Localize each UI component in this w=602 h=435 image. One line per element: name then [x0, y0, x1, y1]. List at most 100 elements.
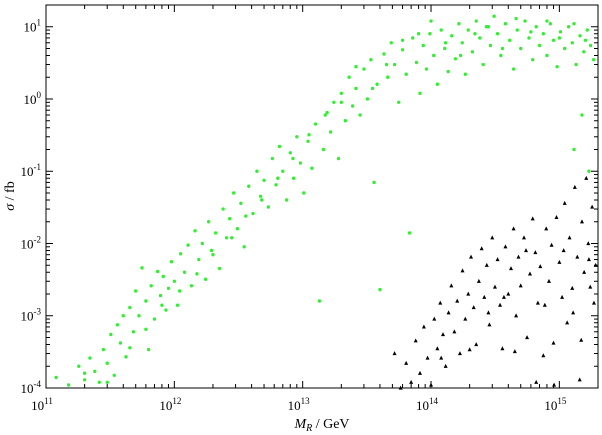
data-point-circle: [182, 270, 187, 274]
data-point-circle: [231, 191, 236, 195]
data-point-circle: [343, 119, 348, 123]
data-point-circle: [515, 28, 519, 32]
data-point-circle: [474, 19, 478, 23]
data-point-triangle: [439, 355, 444, 360]
data-point-triangle: [565, 320, 570, 325]
data-point-circle: [144, 299, 148, 303]
data-point-circle: [492, 14, 496, 18]
data-point-circle: [224, 236, 229, 240]
data-point-circle: [307, 133, 311, 137]
data-point-circle: [478, 36, 482, 40]
data-point-circle: [350, 104, 355, 108]
data-point-circle: [566, 25, 571, 29]
data-point-circle: [105, 380, 109, 384]
data-point-triangle: [544, 226, 549, 231]
data-point-circle: [460, 41, 464, 45]
data-point-circle: [172, 279, 177, 283]
data-point-circle: [407, 231, 412, 235]
data-point-circle: [270, 156, 275, 161]
data-point-circle: [435, 82, 440, 86]
y-tick-labels: 10-4 10-3 10-2 10-1 100 101: [21, 18, 42, 396]
data-point-triangle: [471, 305, 476, 310]
x-tick-label: 1013: [288, 396, 311, 413]
data-point-circle: [488, 43, 493, 48]
data-point-triangle: [506, 291, 511, 296]
data-point-circle: [276, 176, 280, 180]
data-point-circle: [166, 286, 171, 290]
data-point-circle: [466, 28, 470, 32]
data-point-circle: [339, 100, 344, 105]
data-point-triangle: [409, 379, 414, 384]
data-point-circle: [332, 100, 336, 105]
y-tick-label: 10-3: [21, 307, 42, 324]
data-point-circle: [529, 30, 533, 34]
data-point-circle: [128, 346, 132, 350]
data-point-circle: [507, 38, 512, 42]
data-point-triangle: [584, 175, 589, 180]
data-point-circle: [545, 53, 549, 58]
data-point-circle: [414, 60, 419, 65]
data-point-circle: [404, 72, 408, 76]
data-point-circle: [155, 269, 160, 274]
data-point-triangle: [591, 300, 596, 305]
data-point-circle: [274, 183, 278, 187]
data-point-circle: [77, 364, 81, 368]
data-point-triangle: [492, 284, 497, 289]
data-point-circle: [384, 62, 389, 67]
data-point-circle: [169, 259, 174, 264]
data-point-circle: [429, 19, 433, 23]
data-point-circle: [541, 32, 546, 36]
data-point-circle: [124, 355, 128, 359]
data-point-triangle: [463, 316, 468, 321]
data-point-circle: [558, 30, 563, 34]
y-axis-label: σ / fb: [3, 181, 18, 210]
data-point-circle: [511, 67, 516, 71]
data-point-triangle: [561, 248, 566, 253]
data-point-circle: [443, 46, 447, 51]
data-point-circle: [562, 46, 567, 51]
data-point-triangle: [525, 335, 530, 340]
data-point-circle: [137, 314, 141, 318]
x-tick-label: 1015: [544, 396, 567, 413]
data-point-circle: [458, 53, 463, 58]
data-point-circle: [260, 198, 264, 202]
data-point-triangle: [425, 355, 430, 360]
data-point-circle: [503, 22, 508, 26]
data-point-triangle: [588, 284, 593, 289]
data-point-circle: [531, 57, 535, 62]
y-tick-label: 10-4: [21, 379, 42, 396]
data-point-circle: [450, 34, 454, 38]
data-point-triangle: [542, 302, 547, 307]
data-point-circle: [453, 57, 458, 61]
data-point-circle: [109, 332, 113, 337]
data-point-circle: [537, 43, 542, 48]
data-point-triangle: [417, 370, 422, 375]
data-point-circle: [527, 36, 531, 40]
data-point-circle: [112, 373, 116, 377]
data-point-triangle: [479, 246, 484, 251]
data-point-circle: [362, 67, 366, 71]
data-point-triangle: [570, 285, 575, 290]
data-point-circle: [416, 32, 421, 36]
data-point-triangle: [509, 266, 514, 271]
data-point-circle: [313, 122, 318, 126]
data-point-circle: [291, 176, 296, 180]
data-point-triangle: [413, 338, 418, 343]
data-point-circle: [217, 266, 222, 271]
x-tick-label: 1012: [159, 396, 181, 413]
data-point-circle: [284, 198, 289, 202]
data-point-circle: [277, 144, 282, 149]
data-point-circle: [266, 205, 271, 209]
data-point-circle: [134, 289, 138, 293]
data-point-triangle: [446, 310, 451, 315]
data-point-circle: [115, 323, 120, 327]
data-point-circle: [101, 347, 106, 352]
data-point-triangle: [590, 204, 595, 209]
data-point-circle: [424, 67, 429, 71]
data-point-circle: [321, 147, 326, 152]
data-point-circle: [557, 36, 562, 40]
data-point-circle: [473, 32, 477, 36]
data-point-circle: [386, 75, 390, 79]
data-point-circle: [499, 53, 503, 58]
y-tick-label: 10-2: [21, 234, 42, 251]
